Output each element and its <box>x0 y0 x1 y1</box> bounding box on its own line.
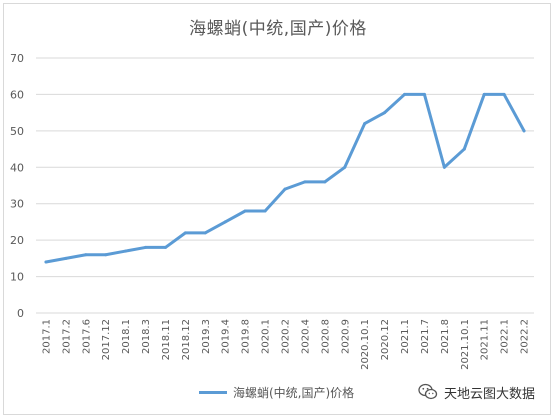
x-tick-label: 2017.6 <box>81 319 92 354</box>
x-tick-label: 2020.2 <box>281 319 292 354</box>
x-tick-label: 2018.11 <box>161 319 172 360</box>
chart-title: 海螺蛸(中统,国产)价格 <box>189 19 367 39</box>
x-tick-label: 2022.1 <box>500 319 511 354</box>
data-point <box>283 187 287 191</box>
y-tick-label: 70 <box>10 52 24 65</box>
wechat-icon <box>418 383 438 400</box>
data-point <box>223 220 227 224</box>
x-tick-label: 2020.10.1 <box>360 319 371 370</box>
data-point <box>462 147 466 151</box>
x-tick-label: 2021.7 <box>420 319 431 354</box>
x-tick-label: 2017.2 <box>61 319 72 354</box>
x-tick-label: 2019.8 <box>241 319 252 354</box>
data-point <box>64 256 68 260</box>
y-tick-label: 40 <box>10 161 24 174</box>
data-point <box>343 165 347 169</box>
legend-label: 海螺蛸(中统,国产)价格 <box>233 385 355 400</box>
legend-swatch <box>199 390 227 394</box>
data-point <box>502 92 506 96</box>
data-point <box>183 231 187 235</box>
x-tick-label: 2020.8 <box>320 319 331 354</box>
x-tick-label: 2019.3 <box>201 319 212 354</box>
x-tick-label: 2017.12 <box>101 319 112 360</box>
data-point <box>482 92 486 96</box>
chart-frame <box>3 3 551 415</box>
x-tick-label: 2020.4 <box>300 319 311 354</box>
data-point <box>522 129 526 133</box>
data-point <box>163 245 167 249</box>
x-tick-label: 2018.1 <box>121 319 132 354</box>
x-tick-label: 2020.1 <box>261 319 272 354</box>
x-tick-label: 2018.3 <box>141 319 152 354</box>
x-tick-label: 2022.2 <box>520 319 531 354</box>
data-point <box>84 253 88 257</box>
series-line <box>44 92 526 264</box>
legend: 海螺蛸(中统,国产)价格 <box>0 383 556 401</box>
data-point <box>203 231 207 235</box>
x-tick-label: 2017.1 <box>41 319 52 354</box>
x-tick-label: 2021.10.1 <box>460 319 471 370</box>
watermark: 天地云图大数据 <box>418 380 535 404</box>
data-point <box>104 253 108 257</box>
data-point <box>124 249 128 253</box>
data-point <box>44 260 48 264</box>
data-point <box>263 209 267 213</box>
data-point <box>422 92 426 96</box>
y-tick-label: 60 <box>10 88 24 101</box>
data-point <box>383 111 387 115</box>
x-tick-label: 2020.12 <box>380 319 391 360</box>
data-point <box>144 245 148 249</box>
y-tick-label: 10 <box>10 271 24 284</box>
x-tick-label: 2018.12 <box>181 319 192 360</box>
y-tick-label: 50 <box>10 125 24 138</box>
data-point <box>403 92 407 96</box>
data-point <box>442 165 446 169</box>
x-tick-label: 2021.8 <box>440 319 451 354</box>
data-point <box>243 209 247 213</box>
data-point <box>363 122 367 126</box>
x-tick-label: 2019.4 <box>221 319 232 354</box>
data-point <box>323 180 327 184</box>
x-tick-label: 2021.1 <box>400 319 411 354</box>
watermark-text: 天地云图大数据 <box>444 386 536 402</box>
x-tick-label: 2020.9 <box>340 319 351 354</box>
y-tick-label: 20 <box>10 234 24 247</box>
data-point <box>303 180 307 184</box>
y-tick-label: 30 <box>10 198 24 211</box>
x-tick-label: 2021.11 <box>480 319 491 360</box>
y-tick-label: 0 <box>17 307 24 320</box>
